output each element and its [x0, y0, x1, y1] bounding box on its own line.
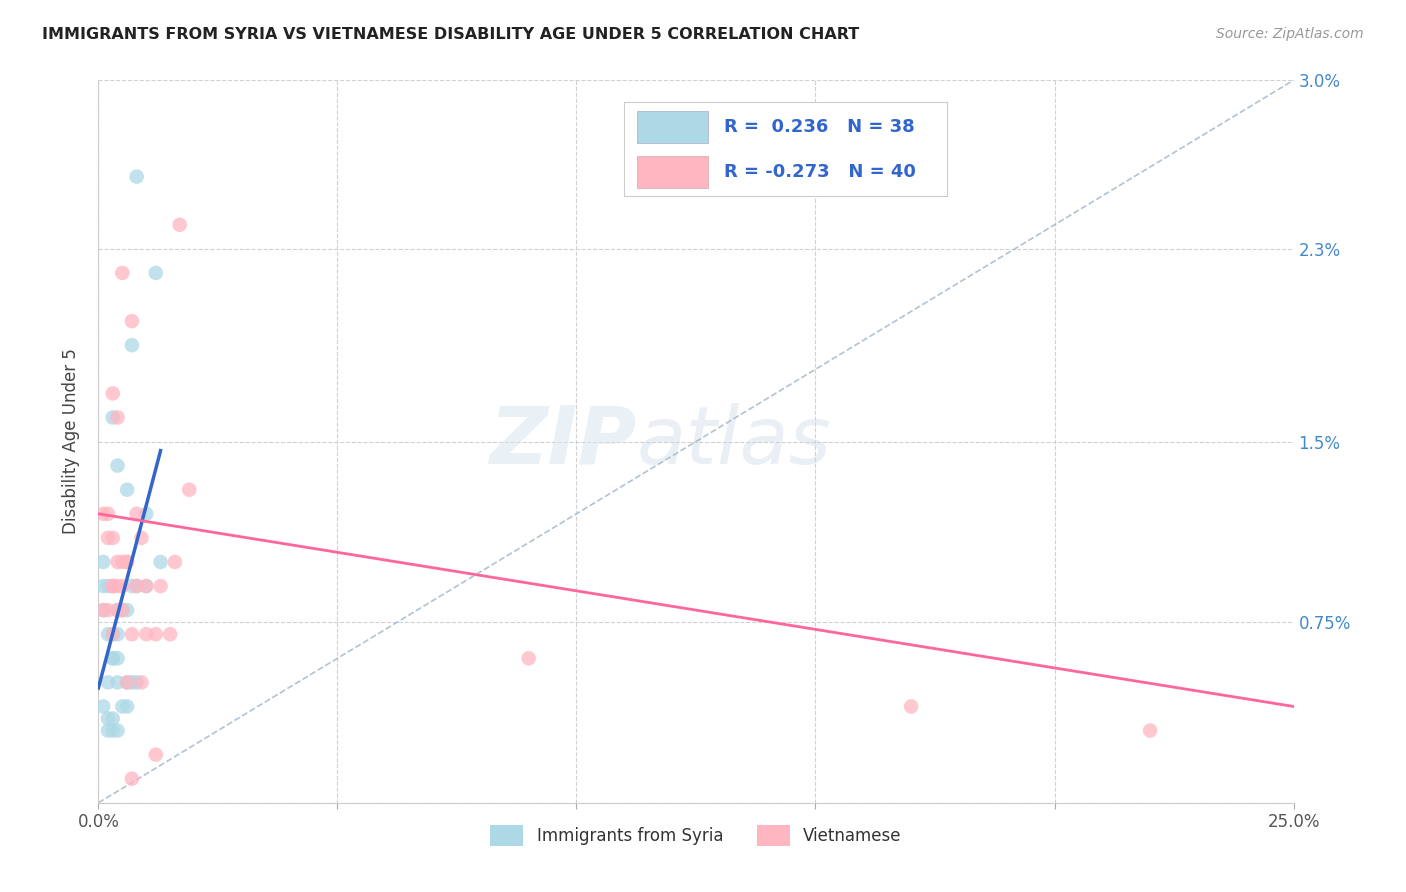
Point: [91, 699, 114, 714]
Point: [169, 218, 191, 232]
Point: [149, 555, 172, 569]
Point: [101, 410, 124, 425]
Point: [121, 579, 143, 593]
Text: atlas: atlas: [637, 402, 831, 481]
Point: [135, 579, 157, 593]
Point: [101, 531, 124, 545]
Point: [125, 675, 148, 690]
Point: [111, 603, 134, 617]
Point: [1139, 723, 1161, 738]
Point: [107, 603, 129, 617]
Text: Source: ZipAtlas.com: Source: ZipAtlas.com: [1216, 27, 1364, 41]
Point: [135, 579, 157, 593]
Point: [97, 627, 120, 641]
Point: [97, 603, 120, 617]
Point: [97, 579, 120, 593]
Point: [115, 675, 138, 690]
Point: [101, 579, 124, 593]
Point: [121, 338, 143, 352]
Point: [115, 555, 138, 569]
Point: [101, 579, 124, 593]
Point: [145, 266, 167, 280]
Point: [107, 458, 129, 473]
Point: [121, 627, 143, 641]
Point: [163, 555, 186, 569]
Point: [101, 627, 124, 641]
Point: [111, 555, 134, 569]
Point: [97, 531, 120, 545]
Point: [91, 507, 114, 521]
Point: [131, 675, 153, 690]
Point: [107, 627, 129, 641]
Point: [115, 483, 138, 497]
Point: [101, 723, 124, 738]
Point: [91, 603, 114, 617]
Point: [125, 169, 148, 184]
Text: IMMIGRANTS FROM SYRIA VS VIETNAMESE DISABILITY AGE UNDER 5 CORRELATION CHART: IMMIGRANTS FROM SYRIA VS VIETNAMESE DISA…: [42, 27, 859, 42]
Point: [125, 579, 148, 593]
Point: [107, 603, 129, 617]
Point: [121, 675, 143, 690]
Point: [111, 579, 134, 593]
Point: [101, 386, 124, 401]
Point: [131, 531, 153, 545]
Point: [145, 747, 167, 762]
Point: [111, 603, 134, 617]
Point: [125, 579, 148, 593]
Point: [111, 699, 134, 714]
Point: [135, 627, 157, 641]
Text: ZIP: ZIP: [489, 402, 637, 481]
Point: [179, 483, 201, 497]
Point: [91, 579, 114, 593]
Point: [135, 507, 157, 521]
Point: [115, 675, 138, 690]
Point: [115, 555, 138, 569]
Point: [107, 675, 129, 690]
Point: [145, 627, 167, 641]
Point: [101, 651, 124, 665]
Legend: Immigrants from Syria, Vietnamese: Immigrants from Syria, Vietnamese: [484, 819, 908, 852]
Point: [101, 627, 124, 641]
Point: [159, 627, 181, 641]
Point: [107, 651, 129, 665]
Point: [91, 603, 114, 617]
Point: [101, 712, 124, 726]
Point: [121, 314, 143, 328]
Y-axis label: Disability Age Under 5: Disability Age Under 5: [62, 349, 80, 534]
Point: [517, 651, 540, 665]
Point: [101, 579, 124, 593]
Point: [121, 772, 143, 786]
Point: [149, 579, 172, 593]
Point: [107, 410, 129, 425]
Point: [101, 651, 124, 665]
Point: [97, 712, 120, 726]
Point: [111, 266, 134, 280]
Point: [107, 555, 129, 569]
Point: [115, 603, 138, 617]
Point: [125, 507, 148, 521]
Point: [900, 699, 922, 714]
Point: [97, 675, 120, 690]
Point: [97, 507, 120, 521]
Point: [115, 699, 138, 714]
Point: [91, 555, 114, 569]
Point: [107, 579, 129, 593]
Point: [107, 723, 129, 738]
Point: [97, 723, 120, 738]
